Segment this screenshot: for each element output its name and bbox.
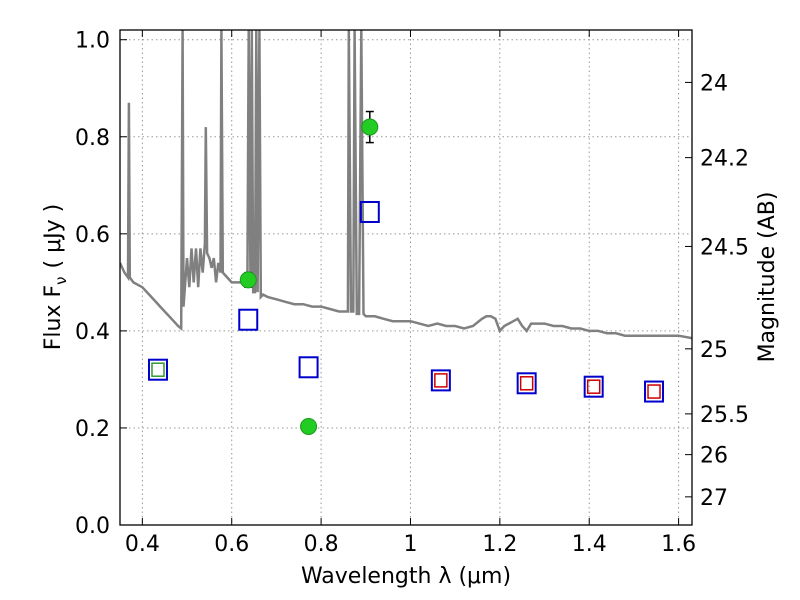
sed-model-line: [120, 30, 692, 340]
y2-axis-label: Magnitude (AB): [755, 192, 780, 363]
y-tick-label: 0.8: [75, 126, 110, 151]
mag-tick-label: 24: [700, 71, 728, 96]
model-flux-marker: [583, 375, 604, 398]
observed-flux-point: [361, 118, 379, 136]
inner-flux-marker: [586, 379, 601, 394]
x-tick-label: 0.6: [214, 532, 249, 557]
y-tick-label: 0.2: [75, 417, 110, 442]
y-tick-label: 0.6: [75, 223, 110, 248]
svg-text:Flux Fν( μJy ): Flux Fν ( μJy ): [41, 204, 70, 350]
inner-flux-marker: [151, 362, 165, 377]
model-flux-marker: [238, 308, 259, 331]
axis-ticks: 0.4 0.6 0.8 1 1.2 1.4 1.6 0.0 0.2 0.4 0.6 0.8 1.0 24 2…: [75, 29, 749, 557]
y-axis-label: Flux Fν ( μJy ): [41, 204, 70, 350]
model-flux-marker: [516, 372, 537, 395]
model-flux-marker: [298, 356, 319, 379]
model-flux-marker: [359, 200, 380, 223]
model-flux-marker: [147, 358, 168, 381]
model-flux-marker: [430, 369, 451, 392]
model-flux-marker: [644, 380, 665, 403]
inner-flux-marker: [519, 376, 534, 391]
mag-tick-label: 25: [700, 338, 728, 363]
mag-tick-label: 24.2: [700, 147, 749, 172]
x-tick-label: 1.2: [482, 532, 517, 557]
inner-flux-marker: [434, 373, 448, 388]
x-tick-label: 0.8: [304, 532, 339, 557]
y-axis-label-subscript: ν: [52, 276, 70, 284]
x-tick-label: 0.4: [125, 532, 160, 557]
mag-tick-label: 24.5: [700, 235, 749, 260]
x-axis-label: Wavelength λ (μm): [301, 564, 511, 589]
photometry-markers: [147, 110, 665, 435]
inner-flux-marker: [647, 384, 661, 399]
y-tick-label: 0.4: [75, 320, 110, 345]
mag-tick-label: 27: [700, 486, 728, 511]
observed-flux-point: [239, 271, 257, 289]
y-tick-label: 0.0: [75, 514, 110, 539]
x-tick-label: 1: [403, 532, 417, 557]
mag-tick-label: 25.5: [700, 403, 749, 428]
grid-lines: [120, 30, 692, 525]
y-tick-label: 1.0: [75, 29, 110, 54]
x-tick-label: 1.6: [661, 532, 696, 557]
x-tick-label: 1.4: [572, 532, 607, 557]
observed-flux-point: [300, 417, 318, 435]
y-axis-label-unit: ( μJy ): [41, 204, 66, 269]
plot-frame: [119, 29, 693, 526]
y-axis-label-main: Flux F: [41, 285, 66, 350]
mag-tick-label: 26: [700, 444, 728, 469]
sed-model-layer: [120, 30, 692, 340]
